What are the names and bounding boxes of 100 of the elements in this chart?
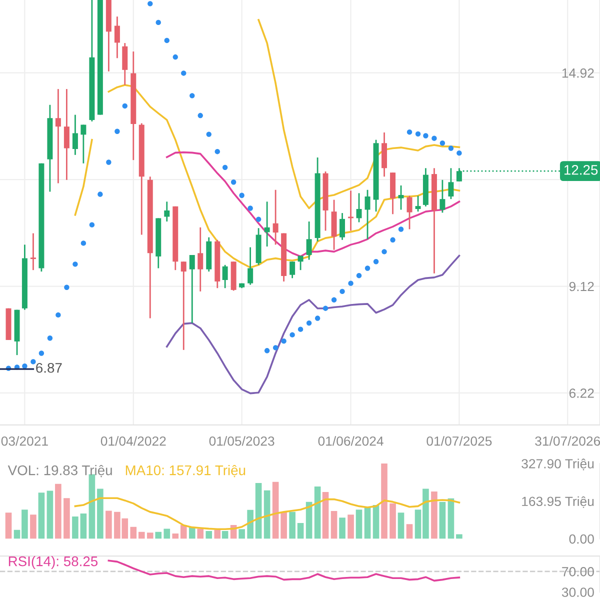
point	[47, 336, 53, 341]
point	[164, 38, 170, 44]
bar	[180, 525, 187, 539]
bar	[97, 488, 104, 539]
bar	[322, 492, 329, 539]
line-series	[74, 497, 460, 530]
annotation: RSI(14): 58.25	[8, 556, 98, 569]
point	[390, 237, 396, 242]
bar	[314, 486, 321, 539]
x-tick-label: 01/04/2022	[100, 436, 166, 446]
point	[122, 103, 128, 109]
candlestick	[180, 260, 186, 351]
candlestick	[340, 212, 346, 241]
y-tick-label: 30.00	[562, 588, 594, 597]
point	[148, 1, 153, 6]
point	[198, 112, 203, 118]
point	[256, 216, 262, 222]
point	[106, 160, 112, 165]
bar	[297, 522, 304, 539]
candlestick	[398, 184, 404, 210]
point	[348, 280, 354, 286]
bar	[264, 490, 270, 539]
point	[230, 180, 236, 185]
candlestick	[440, 179, 446, 214]
y-tick-label: 0.00	[569, 534, 594, 544]
point	[415, 131, 421, 137]
ref-line-label: 12.25	[564, 164, 598, 175]
bar	[255, 482, 262, 539]
annotation: MA10: 157.91 Triệu	[126, 464, 246, 478]
candlestick	[348, 190, 354, 232]
bar	[30, 514, 36, 539]
candlestick	[415, 195, 421, 212]
line-series	[108, 560, 460, 582]
point	[314, 316, 320, 321]
x-tick-label: 01/07/2025	[426, 436, 492, 446]
candlestick	[164, 200, 170, 222]
bar	[164, 528, 170, 539]
candlestick	[406, 195, 412, 230]
y-tick-label: 9.12	[569, 282, 594, 292]
candlestick	[448, 167, 454, 200]
bar	[356, 510, 362, 539]
point	[222, 164, 228, 170]
point	[322, 306, 328, 311]
bar	[364, 506, 371, 539]
annotation: 6.87	[36, 362, 62, 373]
candlestick	[364, 189, 370, 240]
candlestick	[222, 264, 228, 289]
point	[306, 320, 312, 326]
point	[373, 259, 379, 264]
bar	[289, 512, 296, 539]
y-tick-label: 163.95 Triệu	[522, 496, 594, 508]
candlestick	[114, 16, 120, 59]
point	[22, 364, 28, 369]
bar	[439, 502, 446, 539]
candlestick	[264, 200, 270, 248]
point	[398, 226, 404, 232]
bar	[238, 529, 245, 539]
candlestick	[122, 42, 128, 86]
x-tick-label: 31/07/2026	[535, 436, 600, 446]
point	[114, 128, 120, 134]
bar	[72, 516, 78, 539]
point	[423, 133, 428, 138]
bar	[5, 512, 12, 539]
line-series	[166, 254, 460, 394]
bar	[390, 503, 396, 539]
point	[56, 312, 61, 318]
x-tick-label: 03/2021	[1, 436, 48, 446]
point	[64, 284, 70, 290]
bar	[381, 464, 388, 539]
x-tick-label: 01/06/2024	[318, 436, 384, 446]
bar	[138, 532, 145, 539]
point	[30, 359, 36, 364]
candlestick	[290, 260, 296, 279]
bar	[46, 490, 54, 539]
point	[38, 350, 44, 356]
candlestick	[356, 192, 362, 223]
point	[448, 146, 454, 151]
point	[181, 70, 186, 76]
point	[98, 192, 103, 197]
point	[89, 222, 95, 228]
bar	[247, 510, 254, 539]
bar	[398, 512, 404, 539]
bar	[339, 518, 346, 539]
candlestick	[272, 189, 278, 246]
point	[331, 297, 337, 302]
y-tick-label: 327.90 Triệu	[522, 458, 594, 470]
candlestick	[248, 246, 254, 286]
line-series	[258, 18, 460, 210]
point	[264, 348, 270, 354]
bar	[280, 512, 287, 539]
point	[382, 249, 387, 254]
bar	[64, 498, 70, 539]
bar	[55, 484, 62, 539]
bar	[214, 530, 221, 539]
bar	[206, 530, 212, 539]
y-tick-label: 14.92	[562, 68, 594, 78]
point	[156, 20, 161, 26]
point	[80, 240, 86, 246]
point	[214, 148, 220, 154]
bar	[330, 511, 338, 539]
